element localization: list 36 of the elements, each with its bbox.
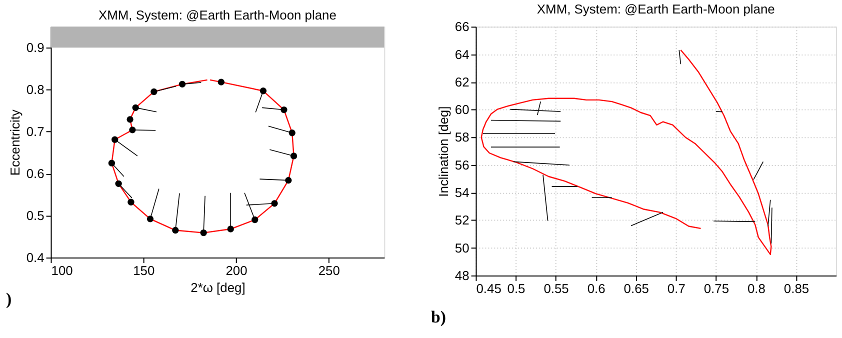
x-tick-label: 0.6 [587,280,606,296]
y-axis-title: Eccentricity [7,109,22,176]
x-tick-label: 0.5 [507,280,526,296]
x-tick-label: 0.85 [784,280,810,296]
y-tick-label: 0.5 [26,208,44,224]
x-tick-label: 0.55 [544,280,569,296]
x-tick-label: 0.75 [704,280,730,296]
y-tick-label: 56 [454,157,470,172]
x-tick-label: 150 [133,262,155,278]
y-tick-label: 0.6 [26,166,44,182]
chart-title: XMM, System: @Earth Earth-Moon plane [98,8,336,23]
x-tick-label: 0.7 [667,280,686,296]
y-tick-label: 0.7 [26,124,44,140]
y-tick-label: 64 [454,46,470,62]
y-tick-label: 0.9 [26,40,44,56]
chart-title: XMM, System: @Earth Earth-Moon plane [536,2,775,17]
y-axis-title: Inclination [deg] [436,106,451,197]
y-tick-label: 48 [454,268,470,283]
y-tick-label: 0.8 [26,82,44,98]
y-tick-label: 58 [454,130,470,145]
y-tick-label: 60 [454,102,470,118]
y-tick-label: 66 [454,19,470,34]
text: ) [6,289,12,308]
x-tick-label: 100 [51,262,73,278]
y-tick-label: 54 [454,185,470,200]
y-tick-label: 50 [454,240,470,256]
x-tick-label: 200 [226,262,248,278]
x-axis-title: 2*ω [deg] [190,280,246,295]
x-tick-label: 0.8 [747,280,766,296]
y-tick-label: 62 [454,74,470,90]
y-tick-label: 52 [454,212,470,228]
text: b) [430,307,446,326]
x-tick-label: 0.65 [624,280,649,296]
x-tick-label: 0.45 [476,280,502,296]
x-tick-label: 250 [318,262,340,278]
y-tick-label: 0.4 [26,250,44,266]
